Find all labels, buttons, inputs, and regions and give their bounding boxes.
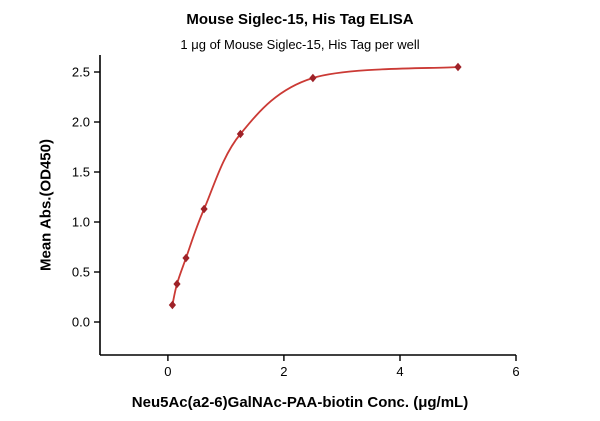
data-point — [200, 204, 208, 214]
chart-title: Mouse Siglec-15, His Tag ELISA — [186, 11, 414, 28]
data-point — [182, 253, 190, 263]
y-tick-label: 1.5 — [72, 165, 90, 180]
y-tick-label: 0.0 — [72, 315, 90, 330]
data-point — [236, 129, 244, 139]
x-tick-label: 4 — [396, 364, 403, 379]
x-tick-label: 6 — [512, 364, 519, 379]
chart-subtitle: 1 μg of Mouse Siglec-15, His Tag per wel… — [180, 37, 420, 52]
y-tick-label: 2.0 — [72, 115, 90, 130]
data-point — [454, 62, 462, 72]
x-tick-label: 2 — [280, 364, 287, 379]
x-tick-label: 0 — [164, 364, 171, 379]
data-point — [173, 279, 181, 289]
x-axis-label: Neu5Ac(a2-6)GalNAc-PAA-biotin Conc. (μg/… — [131, 394, 469, 411]
y-tick-label: 1.0 — [72, 215, 90, 230]
y-tick-label: 0.5 — [72, 265, 90, 280]
fit-curve — [171, 66, 459, 306]
y-tick-label: 2.5 — [72, 65, 90, 80]
data-point — [168, 300, 176, 310]
data-point — [309, 73, 317, 83]
